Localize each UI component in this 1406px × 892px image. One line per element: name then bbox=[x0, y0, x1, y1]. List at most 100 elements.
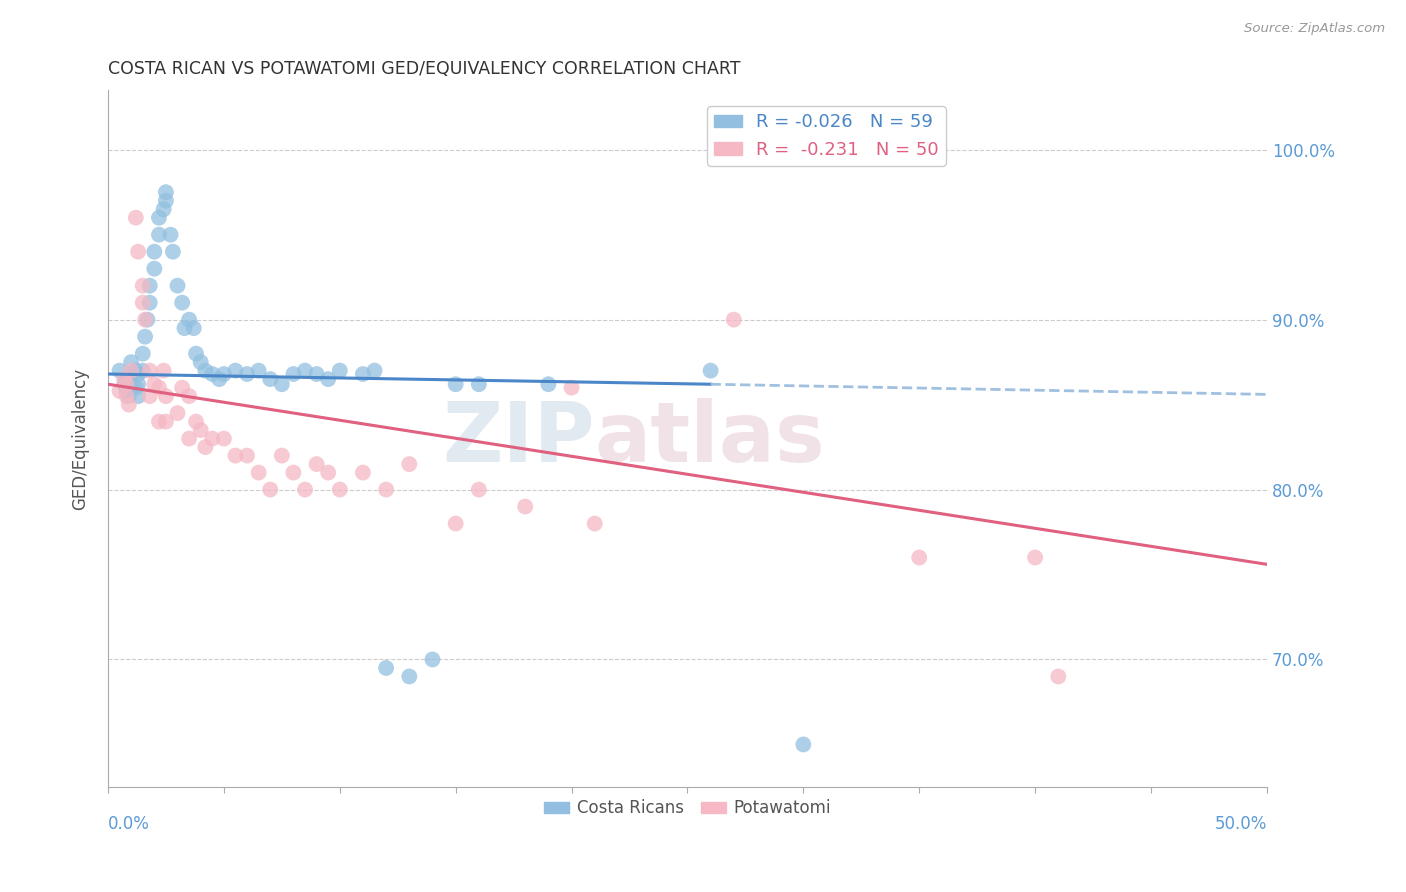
Point bbox=[125, 364, 148, 378]
Point bbox=[283, 367, 305, 381]
Point bbox=[125, 211, 148, 225]
Point bbox=[468, 377, 491, 392]
Point bbox=[723, 312, 745, 326]
Point bbox=[112, 377, 135, 392]
Point bbox=[179, 389, 201, 403]
Point bbox=[132, 295, 155, 310]
Point bbox=[352, 466, 374, 480]
Text: ZIP: ZIP bbox=[443, 398, 595, 479]
Point bbox=[172, 381, 194, 395]
Point bbox=[143, 261, 166, 276]
Point bbox=[115, 384, 138, 398]
Point bbox=[236, 367, 259, 381]
Point bbox=[179, 312, 201, 326]
Text: atlas: atlas bbox=[595, 398, 825, 479]
Point bbox=[120, 364, 142, 378]
Text: 50.0%: 50.0% bbox=[1215, 814, 1267, 833]
Point bbox=[363, 364, 385, 378]
Point bbox=[152, 202, 174, 217]
Point bbox=[115, 377, 138, 392]
Point bbox=[375, 661, 398, 675]
Point bbox=[138, 278, 160, 293]
Point bbox=[1024, 550, 1046, 565]
Point bbox=[108, 384, 131, 398]
Point bbox=[184, 415, 207, 429]
Point bbox=[148, 381, 170, 395]
Point bbox=[270, 377, 292, 392]
Point bbox=[212, 367, 235, 381]
Legend: Costa Ricans, Potawatomi: Costa Ricans, Potawatomi bbox=[537, 793, 838, 824]
Point bbox=[134, 312, 156, 326]
Point bbox=[183, 321, 205, 335]
Point bbox=[201, 367, 224, 381]
Point bbox=[134, 329, 156, 343]
Point bbox=[259, 483, 281, 497]
Point bbox=[138, 364, 160, 378]
Point bbox=[375, 483, 398, 497]
Text: COSTA RICAN VS POTAWATOMI GED/EQUIVALENCY CORRELATION CHART: COSTA RICAN VS POTAWATOMI GED/EQUIVALENC… bbox=[108, 60, 741, 78]
Point bbox=[224, 364, 246, 378]
Point bbox=[152, 364, 174, 378]
Point bbox=[120, 377, 142, 392]
Point bbox=[138, 295, 160, 310]
Point bbox=[283, 466, 305, 480]
Point bbox=[316, 466, 339, 480]
Point bbox=[699, 364, 721, 378]
Point bbox=[583, 516, 606, 531]
Point bbox=[201, 432, 224, 446]
Point bbox=[316, 372, 339, 386]
Point bbox=[224, 449, 246, 463]
Point bbox=[792, 738, 814, 752]
Point bbox=[247, 466, 270, 480]
Point bbox=[179, 432, 201, 446]
Point bbox=[127, 367, 149, 381]
Point bbox=[352, 367, 374, 381]
Point bbox=[172, 295, 194, 310]
Point bbox=[398, 457, 420, 471]
Point bbox=[132, 346, 155, 360]
Point bbox=[148, 415, 170, 429]
Point bbox=[329, 483, 352, 497]
Point bbox=[190, 423, 212, 437]
Point bbox=[515, 500, 537, 514]
Y-axis label: GED/Equivalency: GED/Equivalency bbox=[72, 368, 89, 509]
Point bbox=[422, 652, 444, 666]
Text: Source: ZipAtlas.com: Source: ZipAtlas.com bbox=[1244, 22, 1385, 36]
Point bbox=[155, 185, 177, 199]
Point bbox=[212, 432, 235, 446]
Point bbox=[138, 389, 160, 403]
Point bbox=[148, 227, 170, 242]
Point bbox=[127, 377, 149, 392]
Point bbox=[908, 550, 931, 565]
Point bbox=[236, 449, 259, 463]
Point bbox=[108, 364, 131, 378]
Point bbox=[247, 364, 270, 378]
Point bbox=[173, 321, 195, 335]
Point bbox=[115, 372, 138, 386]
Point bbox=[132, 364, 155, 378]
Point bbox=[537, 377, 560, 392]
Point bbox=[194, 440, 217, 454]
Point bbox=[127, 389, 149, 403]
Point bbox=[118, 398, 141, 412]
Point bbox=[305, 367, 328, 381]
Point bbox=[444, 377, 467, 392]
Point bbox=[468, 483, 491, 497]
Point bbox=[127, 244, 149, 259]
Point bbox=[125, 381, 148, 395]
Point bbox=[120, 355, 142, 369]
Point bbox=[143, 377, 166, 392]
Point bbox=[148, 211, 170, 225]
Point bbox=[561, 381, 583, 395]
Point bbox=[444, 516, 467, 531]
Point bbox=[155, 415, 177, 429]
Point bbox=[115, 389, 138, 403]
Point bbox=[259, 372, 281, 386]
Point bbox=[208, 372, 231, 386]
Point bbox=[166, 278, 188, 293]
Point bbox=[294, 364, 316, 378]
Point bbox=[190, 355, 212, 369]
Text: 0.0%: 0.0% bbox=[108, 814, 150, 833]
Point bbox=[1047, 669, 1070, 683]
Point bbox=[136, 312, 159, 326]
